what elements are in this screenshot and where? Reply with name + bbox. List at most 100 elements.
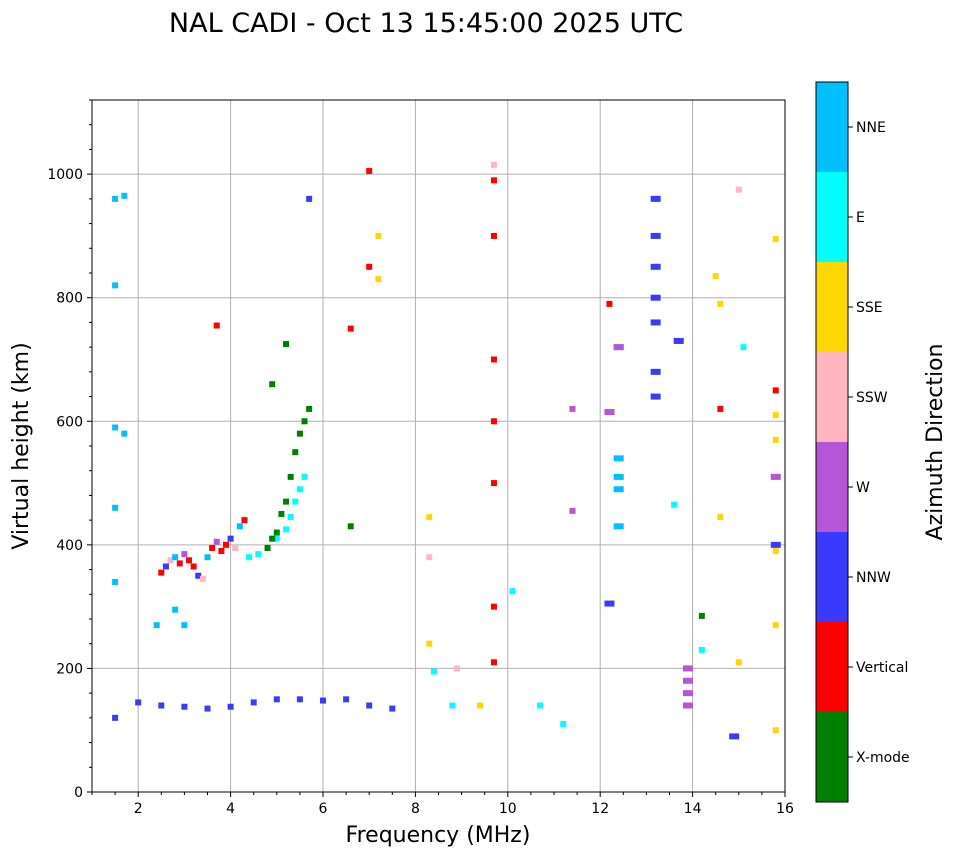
echo-mark — [682, 690, 693, 697]
echo-mark — [273, 529, 280, 536]
echo-mark — [112, 282, 119, 289]
x-tick-label: 10 — [499, 801, 517, 817]
echo-mark — [740, 344, 747, 351]
echo-mark — [490, 177, 497, 184]
echo-mark — [698, 612, 705, 619]
echo-mark — [158, 702, 165, 709]
echo-mark — [717, 514, 724, 521]
echo-mark — [698, 646, 705, 653]
echo-mark — [389, 705, 396, 712]
echo-mark — [112, 578, 119, 585]
echo-mark — [426, 554, 433, 561]
echo-mark — [682, 665, 693, 672]
echo-mark — [269, 381, 276, 388]
echo-mark — [153, 622, 160, 629]
colorbar-segment — [816, 622, 848, 712]
echo-mark — [650, 294, 661, 301]
echo-mark — [509, 588, 516, 595]
echo-mark — [162, 563, 169, 570]
colorbar-segment — [816, 712, 848, 802]
echo-mark — [613, 486, 624, 493]
colorbar-label: SSW — [856, 390, 888, 406]
echo-mark — [717, 405, 724, 412]
y-tick-label: 0 — [74, 785, 83, 801]
echo-mark — [283, 341, 290, 348]
echo-mark — [375, 232, 382, 239]
echo-mark — [264, 544, 271, 551]
echo-mark — [772, 236, 779, 243]
colorbar-label: NNW — [856, 570, 891, 586]
colorbar-segment — [816, 172, 848, 262]
echo-mark — [112, 424, 119, 431]
echo-mark — [682, 702, 693, 709]
colorbar: X-mode Vertical NNW W SSW SSE E NNE — [815, 81, 910, 803]
echo-mark — [222, 541, 229, 548]
echo-mark — [296, 430, 303, 437]
colorbar-segment — [816, 262, 848, 352]
echo-mark — [772, 387, 779, 394]
echo-mark — [490, 480, 497, 487]
colorbar-segment — [816, 532, 848, 622]
echo-mark — [278, 510, 285, 517]
echo-mark — [176, 560, 183, 567]
grid-lines — [92, 100, 786, 793]
chart-title: NAL CADI - Oct 13 15:45:00 2025 UTC — [169, 8, 683, 39]
colorbar-label: SSE — [856, 300, 883, 316]
y-tick-label: 200 — [56, 661, 83, 677]
echo-mark — [343, 696, 350, 703]
x-tick-label: 4 — [226, 801, 235, 817]
echo-mark — [250, 699, 257, 706]
echo-mark — [569, 405, 576, 412]
echo-mark — [613, 473, 624, 480]
echo-mark — [190, 563, 197, 570]
echo-mark — [613, 344, 624, 351]
echo-mark — [255, 551, 262, 558]
echo-mark — [181, 703, 188, 710]
echo-mark — [735, 659, 742, 666]
y-axis-title: Virtual height (km) — [9, 342, 34, 549]
echo-mark — [213, 538, 220, 545]
x-axis-ticks: 2 4 6 8 10 12 14 16 — [91, 792, 794, 817]
colorbar-label: Vertical — [856, 660, 908, 676]
echo-mark — [426, 640, 433, 647]
echo-mark — [347, 523, 354, 530]
echo-mark — [347, 325, 354, 332]
colorbar-label: X-mode — [856, 750, 910, 766]
echo-mark — [204, 554, 211, 561]
plot-frame — [91, 99, 786, 793]
echo-mark — [772, 622, 779, 629]
echo-mark — [490, 356, 497, 363]
echo-mark — [181, 551, 188, 558]
x-tick-label: 14 — [684, 801, 702, 817]
echo-mark — [306, 195, 313, 202]
echo-mark — [181, 622, 188, 629]
echo-mark — [366, 263, 373, 270]
echo-mark — [772, 727, 779, 734]
echo-mark — [671, 501, 678, 508]
echo-mark — [490, 232, 497, 239]
echo-mark — [426, 514, 433, 521]
x-axis-title: Frequency (MHz) — [346, 823, 531, 848]
echo-mark — [770, 473, 781, 480]
y-tick-label: 800 — [56, 291, 83, 307]
echo-mark — [269, 535, 276, 542]
echo-mark — [430, 668, 437, 675]
echo-mark — [569, 507, 576, 514]
y-tick-label: 1000 — [47, 167, 83, 183]
echo-mark — [167, 557, 174, 564]
echo-mark — [772, 436, 779, 443]
echo-mark — [195, 572, 202, 579]
y-axis-ticks: 0 200 400 600 800 1000 — [47, 99, 92, 801]
echo-mark — [287, 473, 294, 480]
x-tick-label: 2 — [134, 801, 143, 817]
echo-mark — [490, 659, 497, 666]
echo-mark — [287, 514, 294, 521]
echo-mark — [320, 697, 326, 704]
echo-mark — [650, 232, 661, 239]
echo-mark — [172, 606, 179, 613]
echo-mark — [613, 455, 624, 462]
echo-mark — [227, 703, 234, 710]
echo-mark — [121, 192, 128, 199]
echo-mark — [246, 554, 253, 561]
echo-mark — [490, 161, 497, 168]
